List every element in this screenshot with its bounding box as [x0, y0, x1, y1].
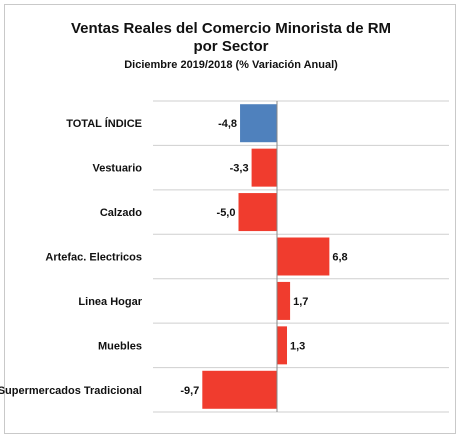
data-label: -3,3	[230, 163, 249, 175]
data-label: 1,7	[293, 296, 308, 308]
chart-title: Ventas Reales del Comercio Minorista de …	[70, 20, 392, 37]
bar	[238, 193, 277, 232]
data-label: -9,7	[180, 385, 199, 397]
category-label: Linea Hogar	[78, 296, 142, 308]
data-label: -4,8	[218, 118, 237, 130]
category-label: Calzado	[100, 207, 142, 219]
data-label: 6,8	[332, 252, 347, 264]
chart-subtitle: Diciembre 2019/2018 (% Variación Anual)	[124, 59, 338, 71]
chart-title-line2: por Sector	[193, 38, 269, 55]
category-label: Vestuario	[92, 163, 142, 175]
chart-frame	[4, 4, 456, 434]
data-label: 1,3	[290, 340, 305, 352]
category-label: TOTAL ÍNDICE	[66, 117, 142, 130]
category-label: Artefac. Electricos	[45, 252, 142, 264]
category-label: L.Supermercados Tradicional	[0, 385, 142, 397]
data-label: -5,0	[217, 207, 236, 219]
bar	[251, 148, 277, 187]
bar	[277, 237, 330, 276]
bar	[277, 281, 291, 320]
category-label: Muebles	[98, 340, 142, 352]
bar	[240, 104, 277, 143]
bar	[202, 370, 277, 409]
bar	[277, 326, 288, 365]
